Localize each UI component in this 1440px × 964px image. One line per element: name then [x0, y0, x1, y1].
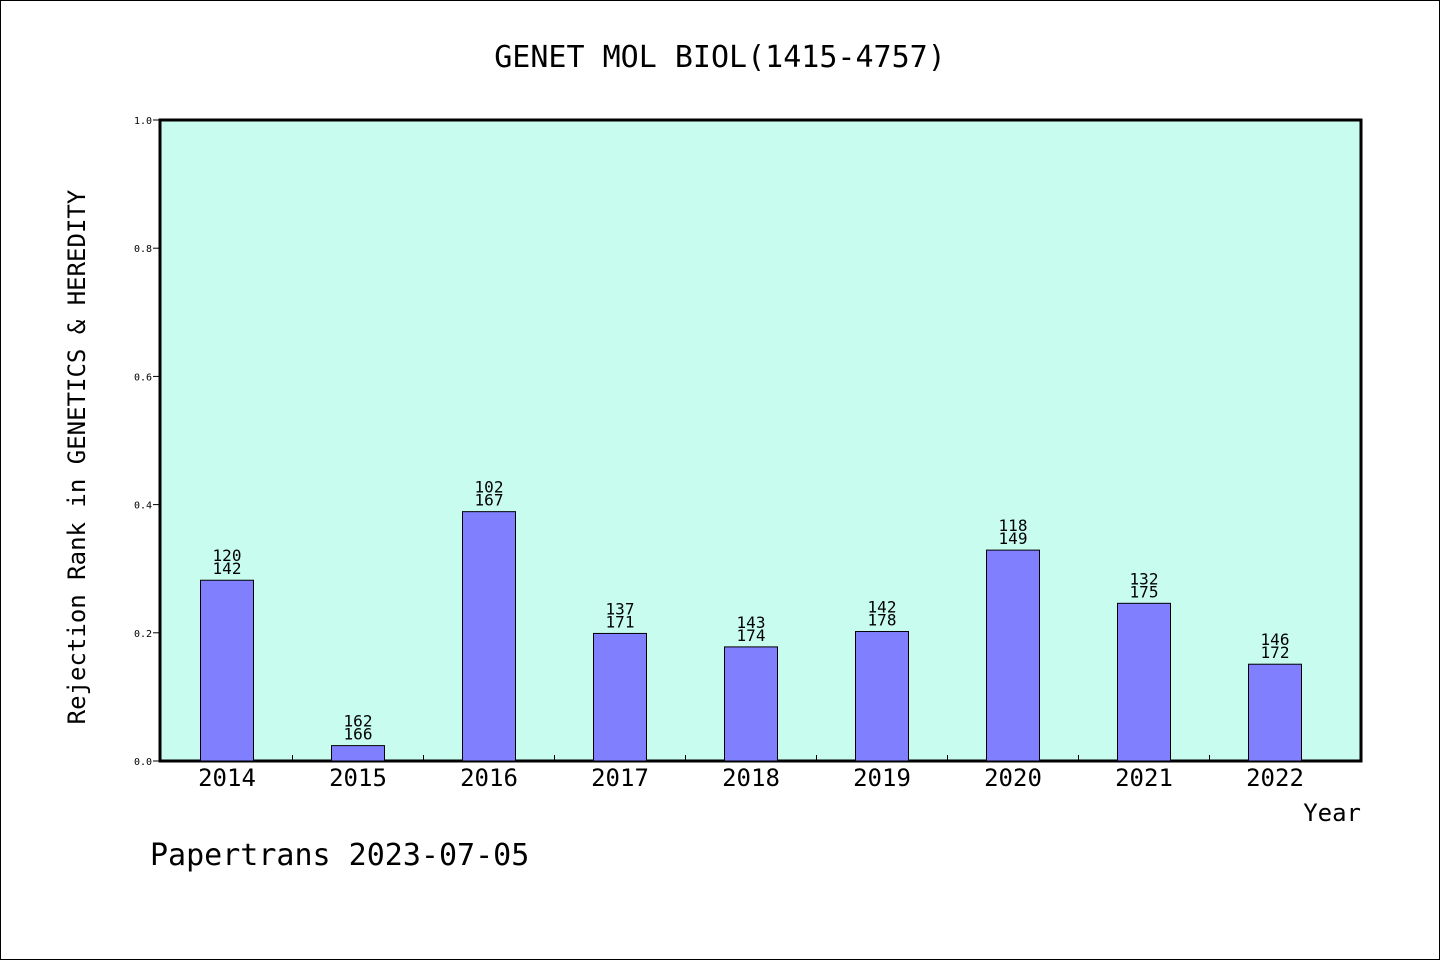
footer-credit: Papertrans 2023-07-05 [150, 838, 529, 873]
chart-title: GENET MOL BIOL(1415-4757) [494, 40, 946, 75]
x-tick-label: 2015 [329, 764, 387, 792]
data-label-bottom: 166 [344, 725, 373, 744]
data-label-bottom: 171 [606, 612, 635, 631]
bar-2022 [1248, 663, 1302, 762]
y-axis-ticks: 0.0 0.2 0.4 0.6 0.8 1.0 [134, 116, 160, 768]
x-tick-label: 2020 [984, 764, 1042, 792]
x-axis-label: Year [1303, 799, 1361, 827]
data-label-bottom: 172 [1261, 643, 1290, 662]
bar-2021 [1117, 602, 1171, 762]
x-tick-label: 2021 [1115, 764, 1173, 792]
y-axis-label: Rejection Rank in GENETICS & HEREDITY [63, 189, 91, 724]
data-label-top: 142 [868, 598, 897, 617]
data-label-bottom: 149 [999, 529, 1028, 548]
data-label-bottom: 175 [1130, 582, 1159, 601]
x-axis-ticks: 2014 2015 2016 2017 2018 2019 2020 2021 2022 [198, 755, 1304, 792]
data-label-top: 118 [999, 516, 1028, 535]
data-label-bottom: 142 [213, 559, 242, 578]
y-tick-label: 0.4 [134, 501, 152, 512]
y-tick-label: 1.0 [134, 116, 152, 127]
bar-2016 [462, 511, 516, 762]
x-tick-label: 2017 [591, 764, 649, 792]
bar-2017 [593, 632, 647, 762]
data-label-top: 162 [344, 712, 373, 731]
data-label-bottom: 167 [475, 491, 504, 510]
x-tick-label: 2018 [722, 764, 780, 792]
data-label-top: 143 [737, 613, 766, 632]
data-label-top: 137 [606, 599, 635, 618]
y-tick-label: 0.0 [134, 757, 152, 768]
data-label-bottom: 178 [868, 611, 897, 630]
bar-2018 [724, 646, 778, 762]
data-label-bottom: 174 [737, 626, 766, 645]
data-label-top: 120 [213, 546, 242, 565]
data-label-top: 102 [475, 478, 504, 497]
x-tick-label: 2022 [1246, 764, 1304, 792]
bar-2015 [331, 745, 385, 762]
x-tick-label: 2014 [198, 764, 256, 792]
bar-2020 [986, 549, 1040, 762]
x-tick-label: 2019 [853, 764, 911, 792]
bar-2019 [855, 631, 909, 762]
x-tick-label: 2016 [460, 764, 518, 792]
y-tick-label: 0.2 [134, 629, 152, 640]
y-tick-label: 0.6 [134, 372, 152, 383]
data-label-top: 146 [1261, 630, 1290, 649]
data-label-top: 132 [1130, 569, 1159, 588]
bar-2014 [200, 579, 254, 762]
y-tick-label: 0.8 [134, 244, 152, 255]
